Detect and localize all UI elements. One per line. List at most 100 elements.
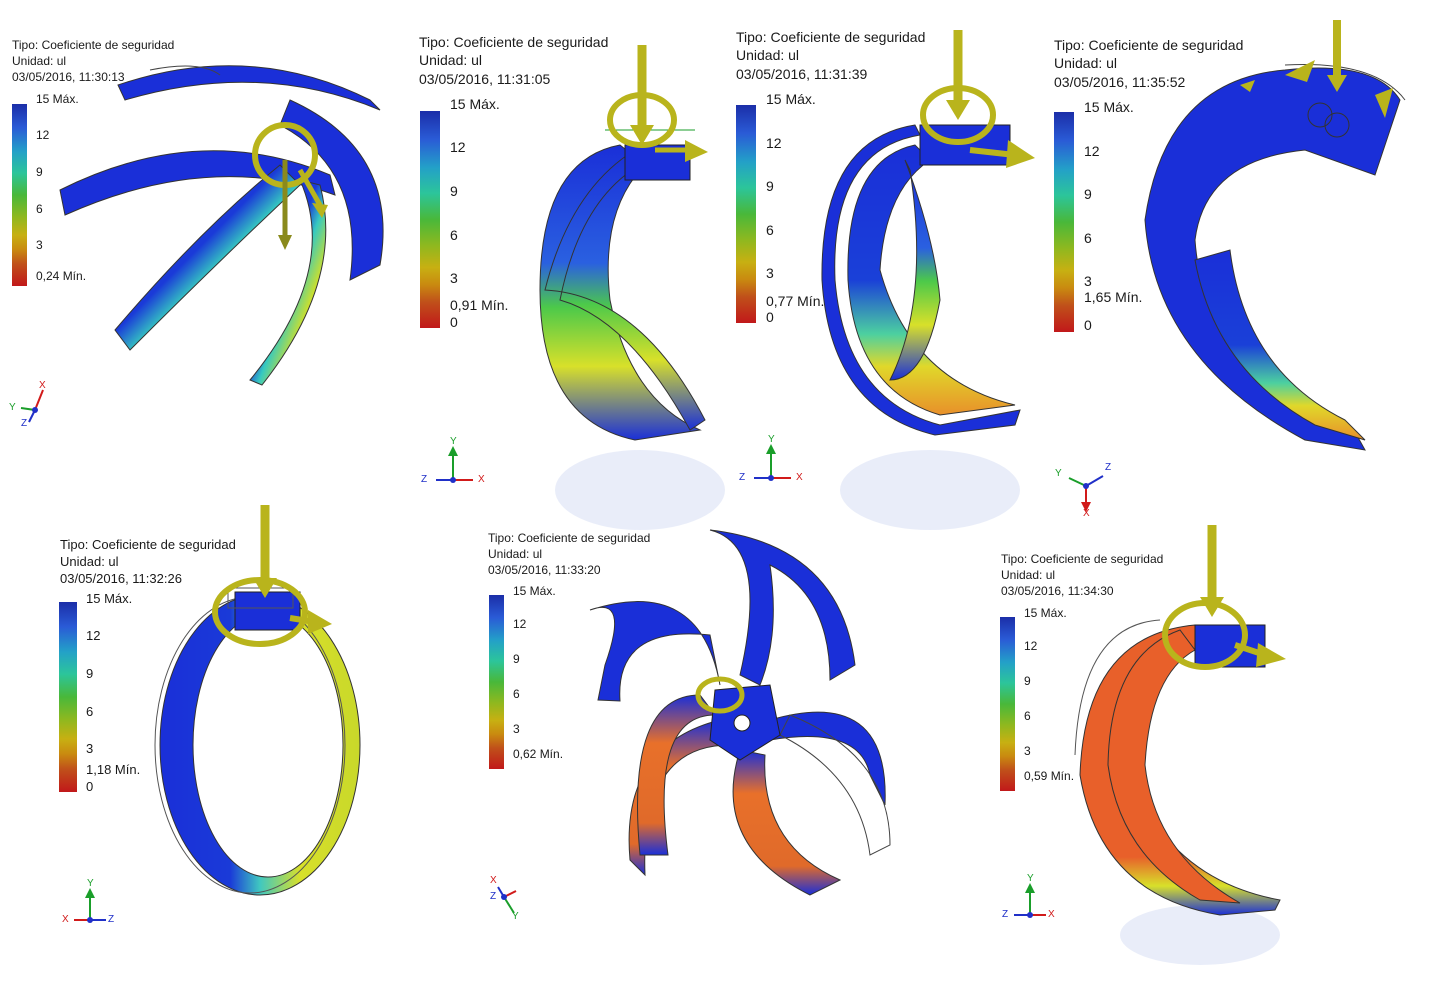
axis-label-z: Z	[421, 474, 428, 485]
part-model-4	[1144, 20, 1406, 451]
result-date: 03/05/2016, 11:35:52	[1054, 73, 1186, 90]
result-type: Tipo: Coeficiente de seguridad	[1054, 37, 1244, 53]
axis-label-x: X	[62, 914, 69, 925]
result-date: 03/05/2016, 11:32:26	[60, 571, 182, 587]
result-panel-7: Tipo: Coeficiente de seguridad Unidad: u…	[990, 515, 1440, 965]
result-unit: Unidad: ul	[1054, 55, 1118, 72]
legend-min-label: 1,65 Mín.	[1084, 289, 1143, 305]
legend-color-bar	[1054, 112, 1074, 332]
part-model-1	[59, 65, 384, 386]
axis-label-y: Y	[768, 434, 775, 445]
result-unit: Unidad: ul	[736, 47, 800, 64]
result-info-6: Tipo: Coeficiente de seguridad Unidad: u…	[488, 531, 650, 578]
legend-color-bar	[12, 104, 27, 286]
axis-label-x: X	[796, 472, 803, 483]
result-type: Tipo: Coeficiente de seguridad	[488, 531, 651, 545]
axis-label-x: X	[1048, 909, 1055, 920]
result-info-3: Tipo: Coeficiente de seguridad Unidad: u…	[736, 28, 925, 83]
result-panel-5: Tipo: Coeficiente de seguridad Unidad: u…	[40, 500, 440, 940]
legend-tick: 12	[766, 135, 782, 151]
axis-triad-6: Y X Z	[486, 875, 536, 925]
axis-label-y: Y	[512, 911, 519, 922]
axis-triad-7: Y Z X	[1000, 873, 1070, 927]
legend-tick: 3	[36, 238, 43, 252]
legend-max-label: 15 Máx.	[1084, 99, 1134, 115]
axis-triad-4: Y Z X	[1051, 458, 1121, 520]
result-type: Tipo: Coeficiente de seguridad	[1001, 552, 1164, 566]
legend-tick: 3	[1024, 744, 1031, 758]
legend-color-bar	[1000, 617, 1015, 791]
legend-tick: 6	[450, 227, 458, 243]
result-unit: Unidad: ul	[12, 53, 67, 68]
result-panel-2: Tipo: Coeficiente de seguridad Unidad: u…	[410, 0, 730, 530]
legend-tick: 6	[513, 687, 520, 701]
legend-tick: 12	[513, 617, 527, 631]
legend-min-label: 0,59 Mín.	[1024, 769, 1075, 783]
axis-triad-3: Y Z X	[736, 432, 806, 487]
legend-tick: 3	[513, 722, 520, 736]
axis-label-y: Y	[1055, 468, 1062, 479]
legend-tick: 3	[450, 270, 458, 286]
axis-label-x: X	[1083, 508, 1090, 519]
result-info-2: Tipo: Coeficiente de seguridad Unidad: u…	[419, 33, 608, 88]
legend-zero-label: 0	[1084, 317, 1092, 333]
legend-tick: 12	[36, 128, 50, 142]
axis-label-x: X	[39, 380, 46, 391]
legend-tick: 9	[1024, 674, 1031, 688]
axis-triad-2: Y Z X	[418, 436, 488, 491]
axis-label-z: Z	[1105, 462, 1112, 473]
result-type: Tipo: Coeficiente de seguridad	[419, 34, 609, 50]
result-date: 03/05/2016, 11:31:05	[419, 70, 551, 87]
axis-label-z: Z	[739, 472, 746, 483]
legend-color-bar	[489, 595, 504, 769]
axis-label-y: Y	[450, 436, 457, 447]
legend-tick: 6	[86, 704, 94, 719]
legend-max-label: 15 Máx.	[1024, 606, 1067, 620]
result-type: Tipo: Coeficiente de seguridad	[736, 29, 926, 45]
part-model-6	[589, 529, 891, 896]
legend-tick: 9	[513, 652, 520, 666]
legend-min-label: 0,62 Mín.	[513, 747, 564, 761]
part-model-5	[154, 505, 361, 896]
result-date: 03/05/2016, 11:31:39	[736, 65, 868, 82]
result-panel-1: Tipo: Coeficiente de seguridad Unidad: u…	[0, 0, 400, 500]
legend-tick: 6	[766, 222, 774, 238]
axis-label-x: X	[490, 875, 497, 886]
legend-tick: 12	[86, 628, 101, 643]
result-panel-3: Tipo: Coeficiente de seguridad Unidad: u…	[730, 0, 1040, 530]
axis-triad-5: Y X Z	[60, 878, 130, 937]
result-date: 03/05/2016, 11:30:13	[12, 69, 125, 84]
result-panel-4: Tipo: Coeficiente de seguridad Unidad: u…	[1045, 0, 1440, 520]
result-date: 03/05/2016, 11:34:30	[1001, 583, 1114, 598]
legend-color-bar	[736, 105, 756, 323]
legend-tick: 3	[766, 265, 774, 281]
part-model-3	[821, 30, 1035, 530]
legend-min-label: 0,91 Mín.	[450, 297, 509, 313]
axis-label-z: Z	[1002, 909, 1009, 920]
result-panel-6: Tipo: Coeficiente de seguridad Unidad: u…	[470, 515, 960, 955]
axis-label-x: X	[478, 474, 485, 485]
axis-label-z: Z	[490, 891, 497, 902]
result-unit: Unidad: ul	[1001, 567, 1056, 582]
legend-tick: 9	[1084, 186, 1092, 202]
legend-tick: 12	[450, 139, 466, 155]
legend-max-label: 15 Máx.	[513, 584, 556, 598]
result-info-4: Tipo: Coeficiente de seguridad Unidad: u…	[1054, 36, 1243, 91]
legend-max-label: 15 Máx.	[36, 92, 79, 106]
axis-label-z: Z	[108, 914, 115, 925]
result-info-5: Tipo: Coeficiente de seguridad Unidad: u…	[60, 536, 236, 587]
result-unit: Unidad: ul	[419, 52, 483, 69]
legend-tick: 9	[450, 183, 458, 199]
legend-zero-label: 0	[86, 779, 94, 794]
legend-tick: 6	[1024, 709, 1031, 723]
legend-tick: 9	[766, 178, 774, 194]
legend-max-label: 15 Máx.	[766, 91, 816, 107]
result-info-1: Tipo: Coeficiente de seguridad Unidad: u…	[12, 38, 174, 85]
legend-tick: 3	[1084, 273, 1092, 289]
part-model-7	[1074, 525, 1286, 965]
result-type: Tipo: Coeficiente de seguridad	[60, 537, 236, 552]
result-info-7: Tipo: Coeficiente de seguridad Unidad: u…	[1001, 552, 1163, 599]
legend-zero-label: 0	[766, 309, 774, 325]
axis-triad-1: Y X Z	[5, 378, 55, 433]
axis-label-y: Y	[1027, 873, 1034, 884]
